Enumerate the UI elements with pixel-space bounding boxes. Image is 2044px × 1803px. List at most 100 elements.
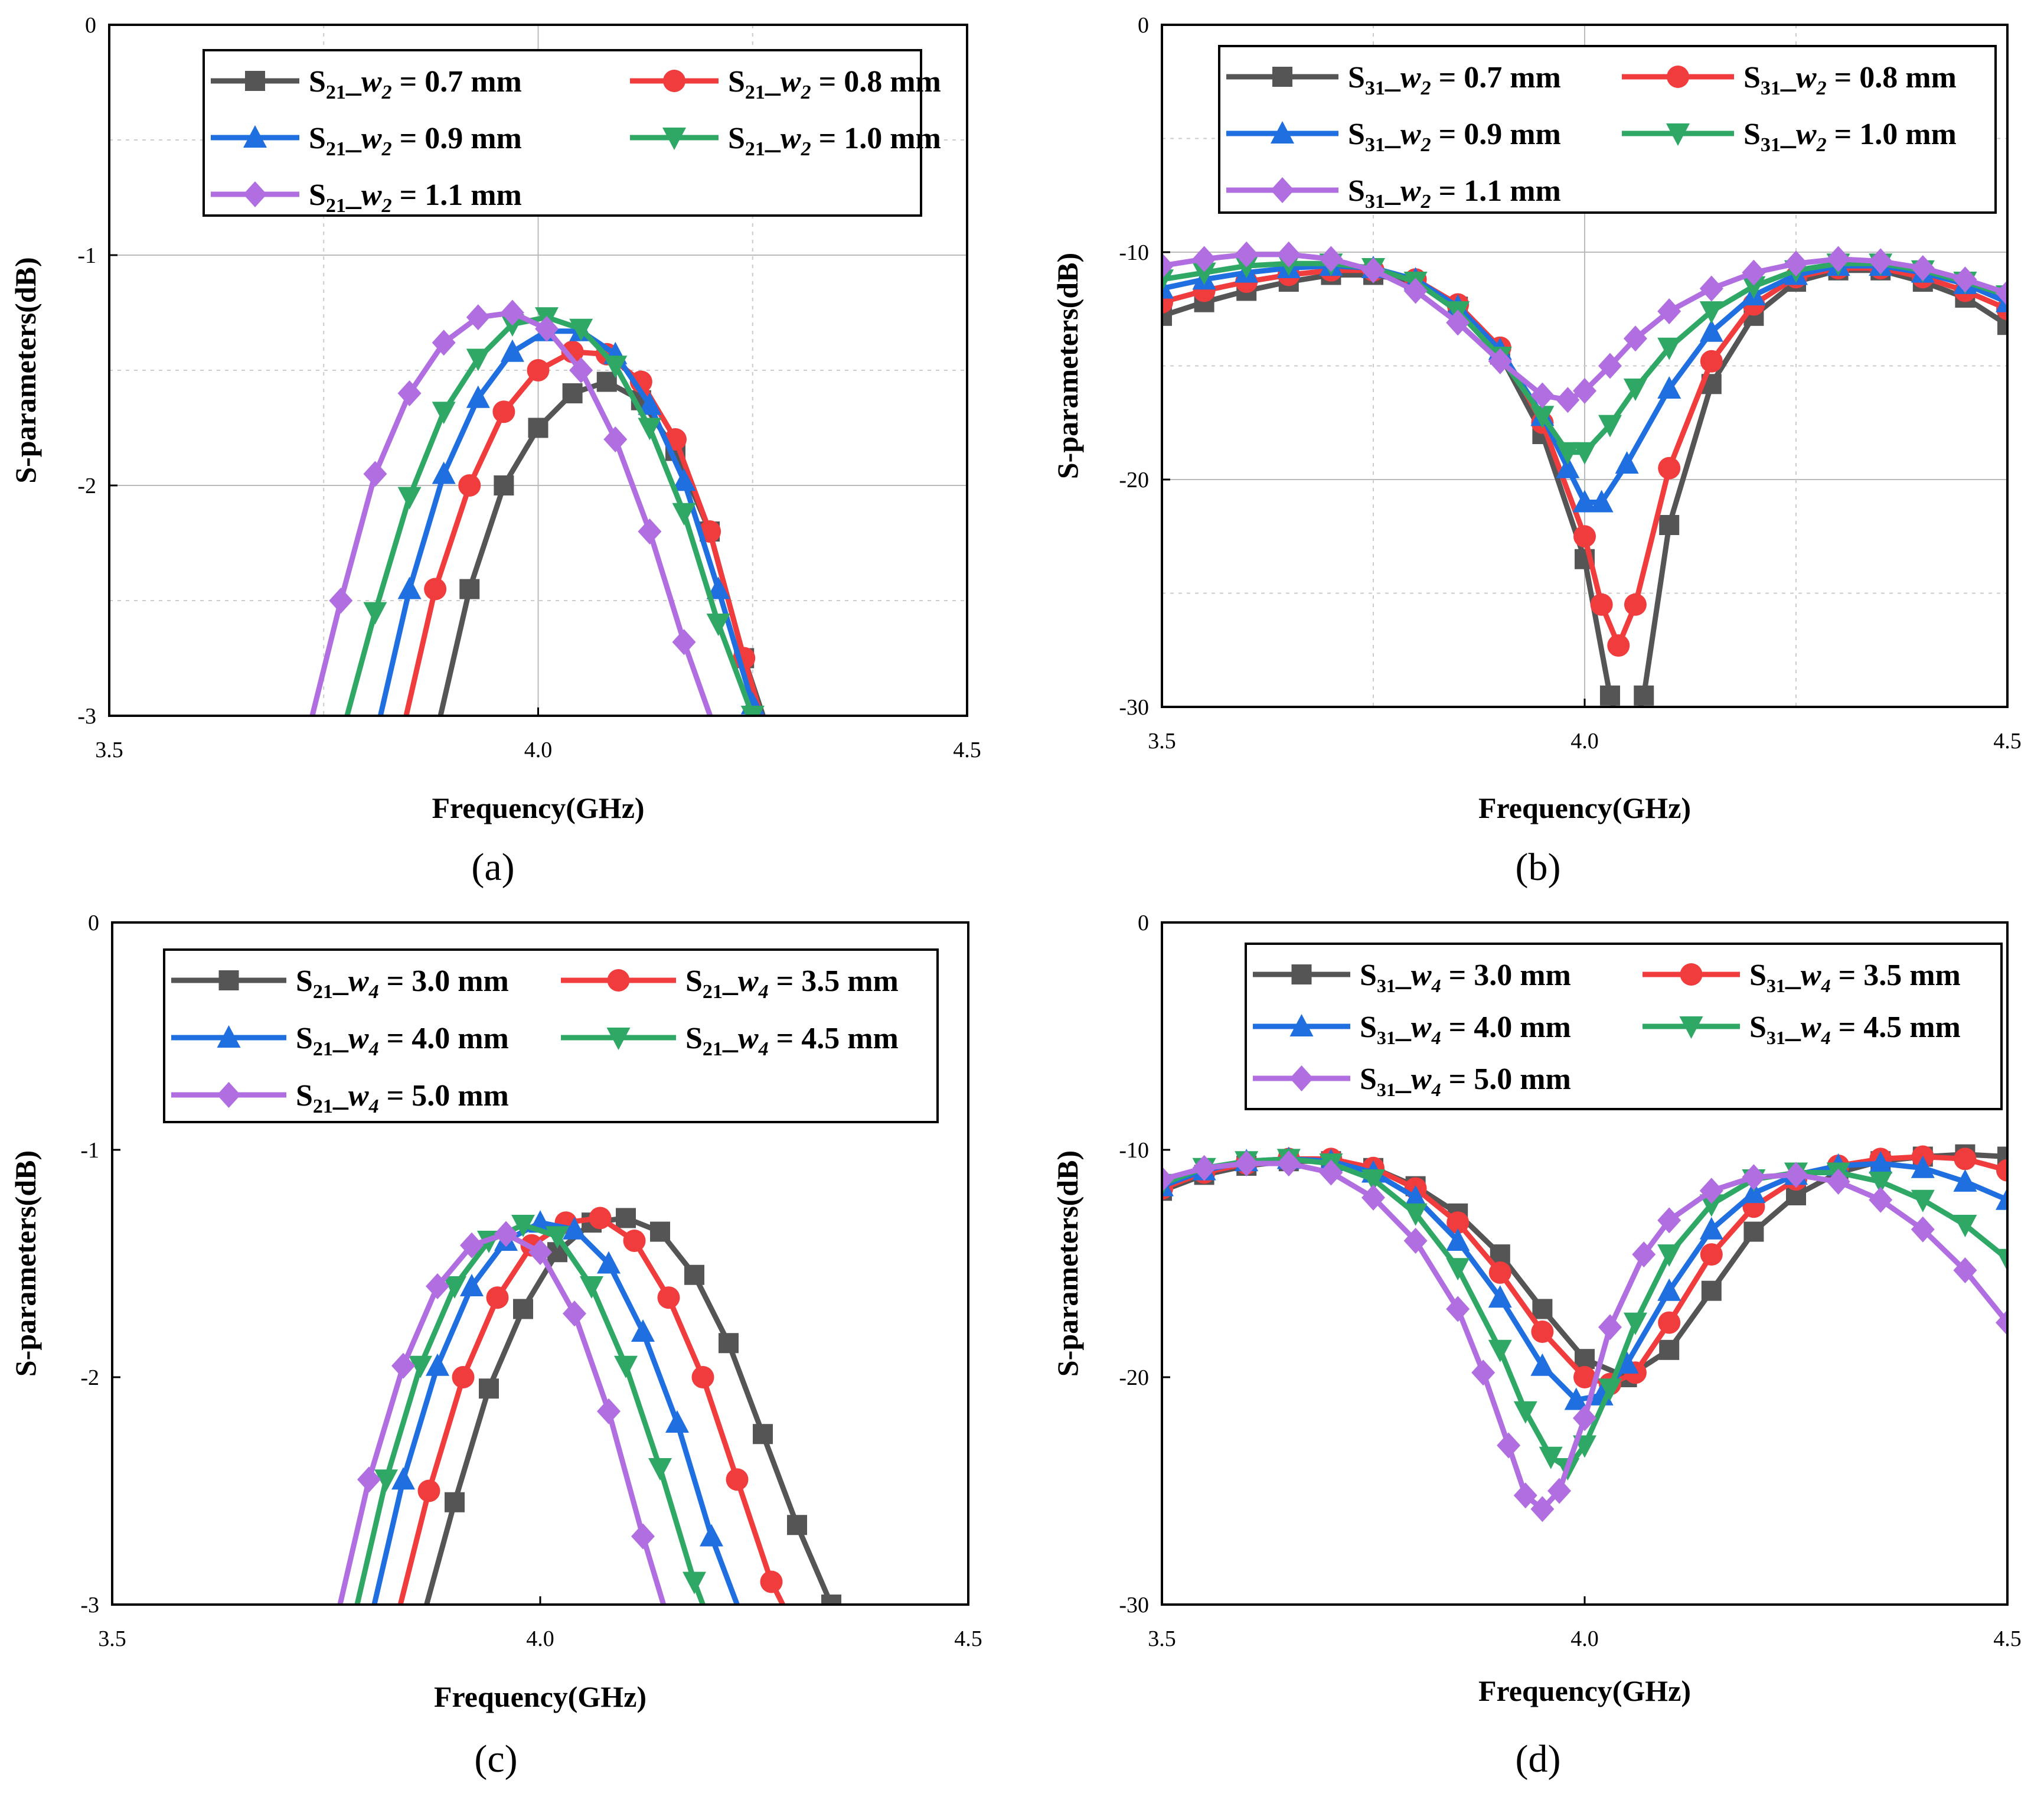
data-point <box>1911 1216 1935 1243</box>
data-point <box>1573 525 1596 548</box>
data-point <box>1403 1203 1428 1226</box>
data-point <box>1699 1194 1723 1217</box>
legend-label: S31_w2 = 0.7 mm <box>1348 61 1561 99</box>
legend-box <box>163 948 939 1123</box>
data-point <box>631 1319 655 1342</box>
data-point <box>1911 255 1935 281</box>
legend-item: S31_w2 = 1.0 mm <box>1622 118 1957 156</box>
data-point <box>1556 387 1580 413</box>
data-point <box>340 1618 364 1640</box>
data-point <box>1162 253 1174 279</box>
data-point <box>734 1615 757 1638</box>
data-point <box>665 1410 689 1433</box>
data-series <box>437 371 766 716</box>
data-point <box>1996 1159 2007 1182</box>
data-point <box>1623 379 1647 401</box>
series-line <box>354 1222 706 1605</box>
x-axis-title: Frequency(GHz) <box>1478 791 1691 824</box>
y-tick-label: -2 <box>80 1365 99 1390</box>
data-point <box>479 1378 499 1399</box>
data-point <box>1361 1184 1385 1211</box>
data-point <box>1598 1314 1622 1341</box>
data-point <box>1530 406 1555 429</box>
data-point <box>323 1615 347 1641</box>
data-point <box>1869 1186 1893 1213</box>
panel-caption: (c) <box>474 1737 517 1781</box>
data-point <box>329 588 353 614</box>
data-point <box>357 1466 381 1493</box>
data-point <box>1575 1349 1595 1370</box>
legend-label: S21_w2 = 1.0 mm <box>728 122 941 160</box>
legend-item: S31_w2 = 0.7 mm <box>1226 61 1561 99</box>
y-axis-title: S-parameters(dB) <box>1051 1150 1084 1377</box>
data-point <box>1624 593 1647 616</box>
y-tick-label: -1 <box>80 1138 99 1163</box>
data-point <box>740 706 765 716</box>
legend-item: S21_w2 = 0.9 mm <box>211 122 522 160</box>
data-point <box>1701 1280 1722 1301</box>
x-axis-title: Frequency(GHz) <box>432 791 644 824</box>
legend-label: S31_w2 = 0.8 mm <box>1743 61 1957 99</box>
data-point <box>443 1276 466 1299</box>
legend-swatch-marker <box>1291 964 1312 984</box>
data-point <box>546 1226 569 1249</box>
data-point <box>1869 248 1893 275</box>
data-point <box>1530 1496 1555 1522</box>
legend-label: S21_w2 = 1.1 mm <box>309 178 522 217</box>
data-point <box>1235 241 1259 268</box>
data-point <box>1657 1207 1681 1234</box>
x-tick-label: 4.0 <box>526 1626 554 1651</box>
data-point <box>562 383 583 403</box>
data-point <box>1869 1171 1893 1194</box>
data-point <box>760 1570 783 1593</box>
legend-item: S21_w2 = 0.8 mm <box>630 65 941 103</box>
data-point <box>596 371 617 392</box>
data-point <box>426 1353 449 1376</box>
data-point <box>1446 1296 1470 1322</box>
legend-item: S21_w2 = 0.7 mm <box>211 65 522 103</box>
data-point <box>1657 337 1681 360</box>
legend-label: S31_w2 = 0.9 mm <box>1348 118 1561 156</box>
y-tick-label: -10 <box>1119 240 1149 265</box>
data-point <box>1742 276 1766 299</box>
data-point <box>1598 1378 1622 1401</box>
legend-item: S21_w4 = 3.0 mm <box>171 964 509 1003</box>
data-point <box>563 1217 586 1240</box>
data-point <box>1573 1366 1596 1388</box>
legend-item: S31_w4 = 4.5 mm <box>1643 1010 1961 1048</box>
data-point <box>1539 1446 1563 1469</box>
data-point <box>563 1300 586 1327</box>
data-point <box>460 1232 484 1258</box>
y-tick-label: -1 <box>77 243 96 268</box>
legend-swatch-marker <box>1271 121 1294 144</box>
data-point <box>1615 451 1639 474</box>
data-point <box>1657 376 1681 399</box>
data-point <box>445 1492 465 1512</box>
data-point <box>1361 257 1385 283</box>
data-point <box>1699 1217 1723 1240</box>
data-point <box>1659 515 1680 535</box>
data-point <box>1556 455 1580 478</box>
data-point <box>684 1264 704 1285</box>
x-tick-label: 3.5 <box>1148 1626 1176 1651</box>
data-point <box>638 392 662 415</box>
data-point <box>1319 246 1343 272</box>
y-tick-label: 0 <box>1138 13 1149 38</box>
legend-item: S21_w4 = 4.0 mm <box>171 1022 509 1060</box>
data-point <box>597 1398 621 1424</box>
legend-swatch-marker <box>1289 1065 1314 1091</box>
data-point <box>766 749 790 772</box>
data-point <box>363 461 387 487</box>
data-point <box>397 576 422 599</box>
legend-item: S21_w4 = 3.5 mm <box>561 964 899 1003</box>
legend-label: S31_w2 = 1.1 mm <box>1348 174 1561 213</box>
data-point <box>650 1221 670 1242</box>
data-point <box>1700 350 1723 373</box>
data-point <box>466 304 490 331</box>
data-point <box>1598 353 1622 379</box>
legend-swatch-marker <box>606 1028 631 1050</box>
data-point <box>1446 1228 1470 1251</box>
x-tick-label: 4.0 <box>1570 729 1599 754</box>
data-point <box>1657 298 1681 325</box>
